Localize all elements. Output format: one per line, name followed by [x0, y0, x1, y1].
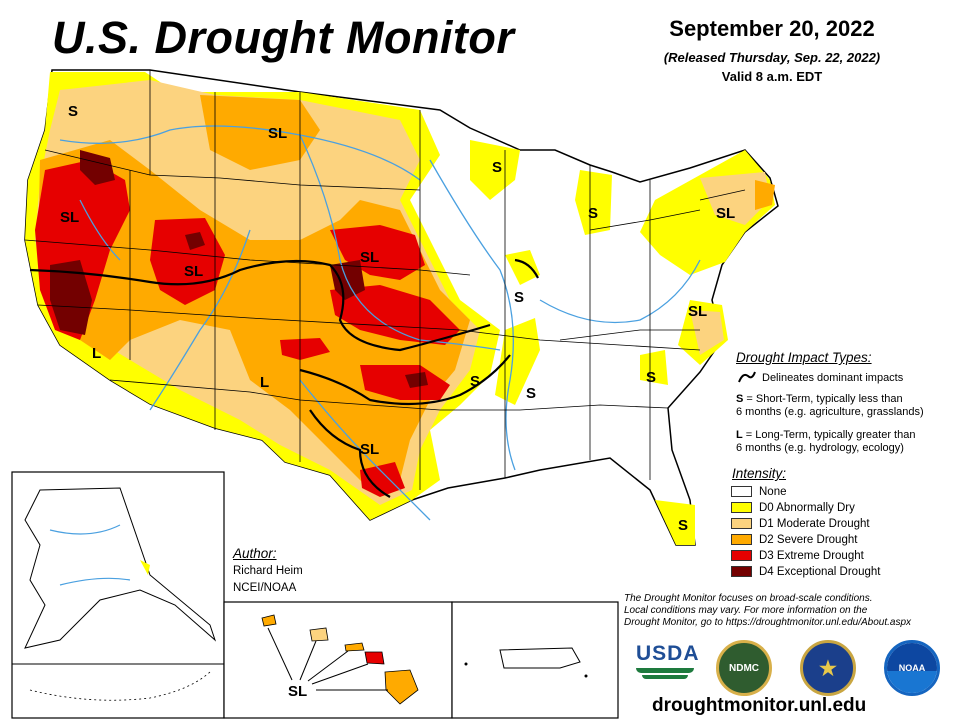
label-ca-n: SL	[60, 209, 79, 226]
swatch-d0	[731, 502, 752, 514]
label-wa: S	[68, 103, 78, 120]
delineation-line-icon	[738, 371, 756, 383]
label-ms: S	[526, 385, 536, 402]
website-url[interactable]: droughtmonitor.unl.edu	[652, 695, 867, 716]
map-date: September 20, 2022	[669, 16, 875, 41]
label-va: SL	[688, 303, 707, 320]
impact-lines	[29, 258, 539, 498]
legend-label: D0 Abnormally Dry	[759, 502, 855, 514]
legend-label: D3 Extreme Drought	[759, 550, 864, 562]
hawaii-pointer-lines	[267, 627, 388, 691]
long-term-key: L	[736, 429, 743, 441]
noaa-logo-text: NOAA	[898, 663, 926, 673]
disclaimer: The Drought Monitor focuses on broad-sca…	[624, 593, 944, 629]
hawaii-islands	[261, 614, 419, 705]
legend-item-d0: D0 Abnormally Dry	[731, 502, 855, 514]
short-term-line2: 6 months (e.g. agriculture, grasslands)	[736, 406, 924, 418]
short-term-key: S	[736, 393, 744, 405]
disclaimer-line3: Drought Monitor, go to https://droughtmo…	[624, 617, 912, 628]
legend-item-d1: D1 Moderate Drought	[731, 518, 870, 530]
label-mi: S	[588, 205, 598, 222]
page-title: U.S. Drought Monitor	[52, 12, 515, 63]
label-fl: S	[678, 517, 688, 534]
disclaimer-line2: Local conditions may vary. For more info…	[624, 605, 868, 616]
disclaimer-line1: The Drought Monitor focuses on broad-sca…	[624, 593, 873, 604]
label-mn: S	[492, 159, 502, 176]
ndmc-logo-text: NDMC	[729, 662, 759, 674]
usda-logo: USDA	[636, 642, 700, 686]
label-ne: SL	[360, 249, 379, 266]
swatch-d4	[731, 566, 752, 578]
legend-label: None	[759, 486, 787, 498]
alaska-shape	[24, 487, 217, 649]
intensity-heading: Intensity:	[732, 466, 787, 481]
swatch-d3	[731, 550, 752, 562]
label-ne-us: SL	[716, 205, 735, 222]
impact-types-heading: Drought Impact Types:	[736, 350, 872, 365]
swatch-d1	[731, 518, 752, 530]
legend-label: D4 Exceptional Drought	[759, 566, 881, 578]
long-term-line2: 6 months (e.g. hydrology, ecology)	[736, 442, 904, 454]
usda-logo-text: USDA	[636, 642, 700, 665]
label-tx: SL	[360, 441, 379, 458]
label-ar: S	[470, 373, 480, 390]
ndmc-logo: NDMC	[716, 640, 772, 696]
legend-item-d4: D4 Exceptional Drought	[731, 566, 880, 578]
label-nv: L	[92, 345, 101, 362]
delineates-label: Delineates dominant impacts	[762, 372, 904, 384]
legend-label: D2 Severe Drought	[759, 534, 858, 546]
commerce-seal: ★	[800, 640, 856, 696]
long-term-text: = Long-Term, typically greater than	[745, 429, 916, 441]
release-date: (Released Thursday, Sep. 22, 2022)	[663, 50, 881, 65]
label-il: S	[514, 289, 524, 306]
legend-item-d3: D3 Extreme Drought	[731, 550, 864, 562]
label-mt: SL	[268, 125, 287, 142]
short-term-line1: S = Short-Term, typically less than	[736, 393, 903, 406]
rivers	[59, 125, 701, 521]
short-term-text: = Short-Term, typically less than	[746, 393, 903, 405]
author-org: NCEI/NOAA	[233, 582, 297, 594]
label-ga: S	[646, 369, 656, 386]
label-hi: SL	[288, 683, 307, 700]
hawaii-inset-frame	[223, 601, 453, 719]
valid-time: Valid 8 a.m. EDT	[721, 69, 823, 84]
legend-item-none: None	[731, 486, 787, 498]
puerto-rico-shape	[499, 647, 581, 669]
swatch-d2	[731, 534, 752, 546]
state-borders	[24, 70, 746, 490]
long-term-line1: L = Long-Term, typically greater than	[736, 429, 915, 442]
swatch-none	[731, 486, 752, 498]
legend-label: D1 Moderate Drought	[759, 518, 870, 530]
legend-item-d2: D2 Severe Drought	[731, 534, 857, 546]
author-name: Richard Heim	[233, 565, 303, 577]
label-ut: SL	[184, 263, 203, 280]
author-heading: Author:	[233, 546, 277, 561]
noaa-logo: NOAA	[884, 640, 940, 696]
label-az: L	[260, 374, 269, 391]
